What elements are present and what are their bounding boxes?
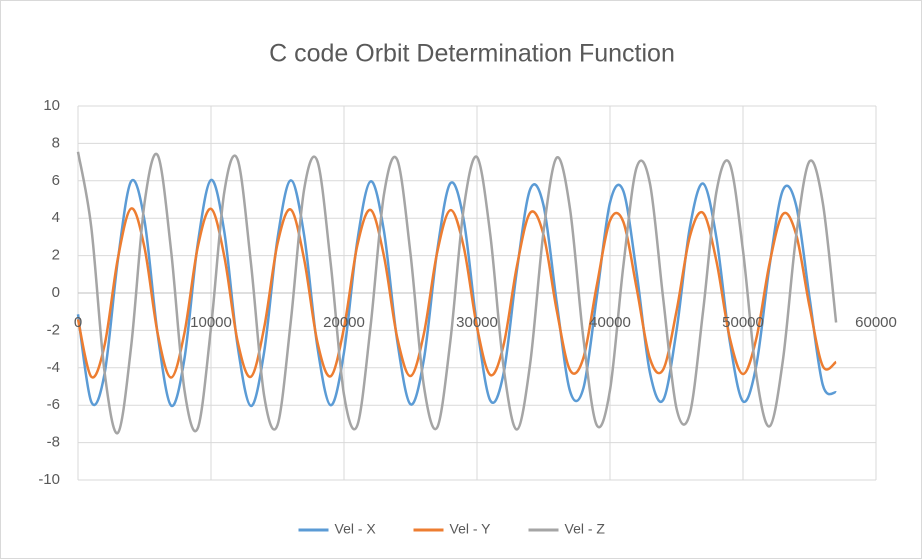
- y-tick-label: 2: [52, 247, 60, 264]
- y-tick-label: 4: [52, 209, 60, 226]
- series-line: [76, 151, 838, 435]
- y-tick-label: -6: [47, 396, 60, 413]
- x-tick-label: 0: [74, 314, 82, 331]
- x-tick-label: 50000: [722, 314, 764, 331]
- x-tick-label: 30000: [456, 314, 498, 331]
- legend-label: Vel - Z: [565, 521, 606, 537]
- y-tick-label: 10: [43, 97, 60, 114]
- x-tick-label: 10000: [190, 314, 232, 331]
- series-line: [76, 207, 837, 379]
- y-tick-label: -4: [47, 359, 60, 376]
- y-tick-label: -8: [47, 434, 60, 451]
- y-tick-label: 6: [52, 172, 60, 189]
- series-line: [76, 178, 837, 408]
- y-tick-label: -10: [38, 471, 60, 488]
- legend-label: Vel - X: [335, 521, 377, 537]
- y-tick-label: 0: [52, 284, 60, 301]
- y-tick-label: 8: [52, 134, 60, 151]
- y-tick-label: -2: [47, 321, 60, 338]
- x-tick-label: 40000: [589, 314, 631, 331]
- legend-label: Vel - Y: [450, 521, 492, 537]
- x-tick-label: 60000: [855, 314, 897, 331]
- x-tick-label: 20000: [323, 314, 365, 331]
- chart-title: C code Orbit Determination Function: [269, 40, 675, 68]
